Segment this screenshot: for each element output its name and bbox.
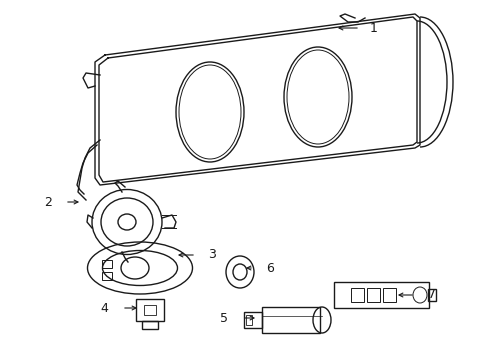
Text: 7: 7 <box>428 288 436 302</box>
Text: 6: 6 <box>266 261 274 274</box>
Text: 3: 3 <box>208 248 216 261</box>
Text: 1: 1 <box>370 22 378 35</box>
Text: 4: 4 <box>100 302 108 315</box>
Text: 2: 2 <box>44 195 52 208</box>
Text: 5: 5 <box>220 311 228 324</box>
